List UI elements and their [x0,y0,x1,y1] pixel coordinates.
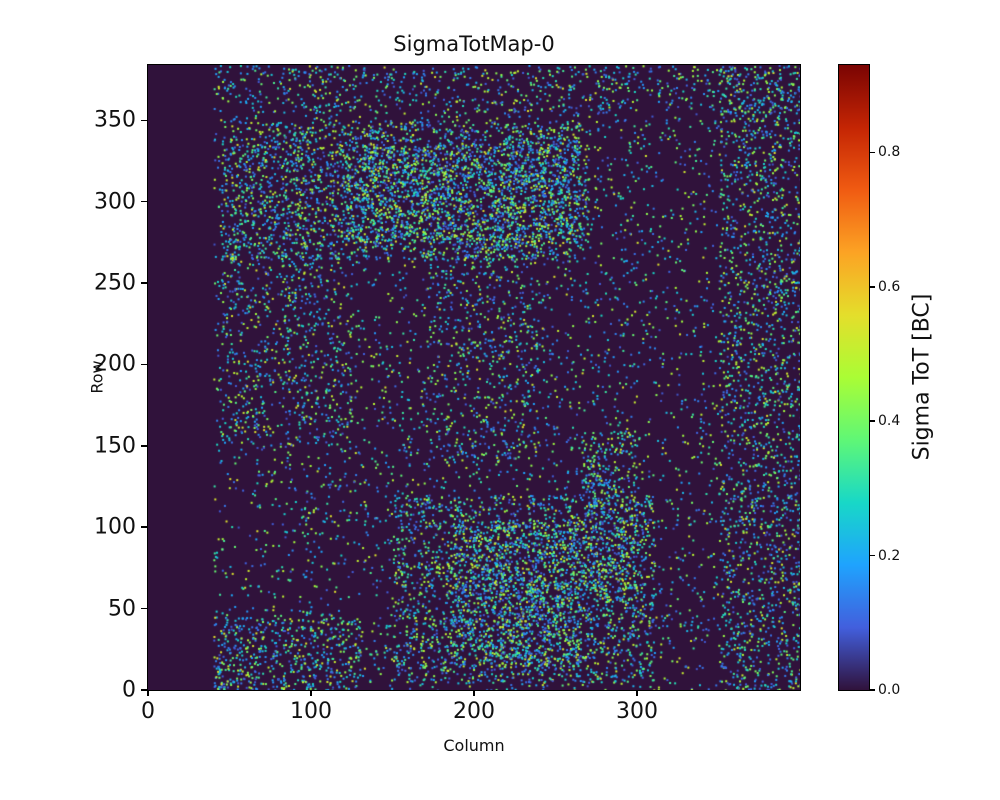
y-tick-label: 250 [94,270,136,296]
y-tick-mark [141,282,147,284]
colorbar-gradient [839,65,869,690]
x-tick-label: 0 [141,699,155,724]
x-tick-label: 300 [616,699,658,724]
colorbar-tick-mark [870,420,875,422]
colorbar-tick-mark [870,689,875,691]
colorbar-tick-mark [870,554,875,557]
heatmap-canvas [148,65,800,690]
colorbar-tick-label: 0.6 [878,278,901,295]
y-tick-mark [141,607,147,610]
x-tick-label: 100 [290,699,332,724]
heatmap-plot-area [147,64,801,691]
y-tick-label: 300 [94,189,136,215]
y-tick-mark [141,200,147,203]
y-tick-label: 50 [108,596,136,622]
x-tick-mark [636,690,638,696]
colorbar-tick-label: 0.4 [878,413,901,430]
x-tick-mark [473,690,475,696]
y-tick-mark [141,445,147,447]
colorbar-tick-label: 0.8 [878,144,901,161]
y-tick-label: 350 [94,107,136,133]
y-tick-mark [141,363,147,366]
y-tick-label: 100 [94,514,136,540]
x-axis-label: Column [443,736,505,755]
y-tick-label: 0 [122,677,136,703]
colorbar [838,64,870,691]
colorbar-tick-mark [870,151,875,154]
y-tick-mark [141,689,147,691]
colorbar-tick-mark [870,286,875,288]
colorbar-tick-label: 0.0 [878,682,901,698]
y-tick-label: 150 [94,433,136,459]
y-tick-label: 200 [94,351,136,377]
y-tick-mark [141,526,147,528]
x-tick-mark [310,690,312,696]
y-tick-mark [141,119,147,122]
colorbar-label: Sigma ToT [BC] [909,293,935,461]
x-tick-label: 200 [453,699,495,724]
x-tick-mark [147,690,149,696]
colorbar-tick-label: 0.2 [878,547,901,564]
chart-title: SigmaTotMap-0 [393,32,555,56]
